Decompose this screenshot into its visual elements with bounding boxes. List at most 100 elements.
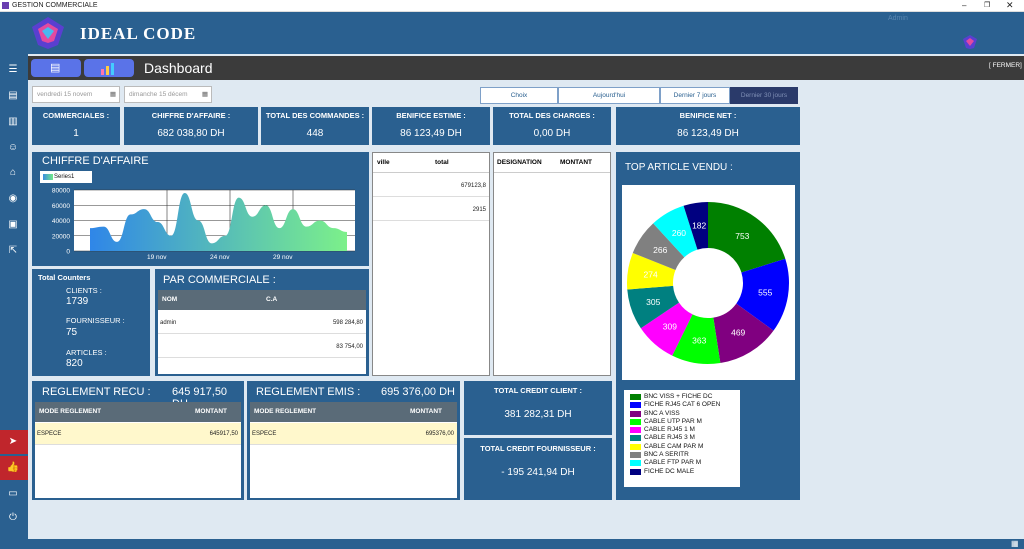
legend-label: Series1: [54, 174, 75, 180]
users-icon[interactable]: ☺: [7, 142, 19, 153]
legend-item: CABLE UTP PAR M: [624, 418, 740, 426]
close-icon[interactable]: ✕: [1006, 0, 1014, 10]
pie-legend: BNC VISS + FICHE DC FICHE RJ45 CAT 6 OPEN…: [624, 390, 740, 487]
legend-swatch: [630, 452, 641, 459]
window-titlebar: GESTION COMMERCIALE – ❐ ✕: [0, 0, 1024, 12]
legend-swatch: [630, 394, 641, 400]
slice-label: 363: [692, 335, 706, 345]
pie-slice[interactable]: [683, 202, 708, 250]
bank-icon[interactable]: ⌂: [9, 167, 17, 178]
filter-30-days[interactable]: Dernier 30 jours: [730, 87, 798, 104]
clients-label: CLIENTS :: [66, 286, 102, 295]
legend-label: FICHE RJ45 CAT 6 OPEN: [644, 401, 721, 409]
reglement-emis-table: MODE REGLEMENT MONTANT ESPECE 695376,00: [250, 402, 457, 498]
articles-count: 820: [66, 358, 83, 369]
app-icon: [2, 2, 9, 9]
list-button[interactable]: ▤: [31, 59, 81, 77]
slice-label: 555: [758, 287, 772, 297]
table-row[interactable]: 2915: [373, 199, 489, 221]
stat-label: TOTAL DES COMMANDES :: [265, 111, 365, 120]
legend-label: CABLE RJ45 1 M: [644, 426, 695, 434]
table-header: MODE REGLEMENT MONTANT: [250, 402, 457, 422]
pie-slice[interactable]: [627, 252, 676, 290]
slice-label: 182: [692, 221, 706, 231]
user-name[interactable]: Admin: [888, 15, 908, 22]
slice-label: 309: [663, 322, 677, 332]
legend-item: CABLE RJ45 1 M: [624, 426, 740, 434]
date-from-picker[interactable]: vendredi 15 novem ▦: [32, 86, 120, 103]
filter-7-days[interactable]: Dernier 7 jours: [660, 87, 730, 104]
export-icon[interactable]: ⇱: [8, 245, 18, 256]
folder-icon[interactable]: ▣: [8, 219, 18, 230]
stat-card-chiffre: CHIFFRE D'AFFAIRE : 682 038,80 DH: [124, 107, 258, 145]
like-button[interactable]: 👍: [0, 456, 28, 480]
stat-label: CHIFFRE D'AFFAIRE :: [151, 111, 231, 120]
panel-title: TOP ARTICLE VENDU :: [625, 162, 733, 173]
minimize-icon[interactable]: –: [962, 1, 967, 10]
col-montant: MONTANT: [195, 408, 228, 415]
legend-label: CABLE UTP PAR M: [644, 417, 702, 425]
power-icon[interactable]: ⏻: [9, 512, 17, 523]
cell-ca: 598 284,80: [332, 320, 363, 326]
book-icon[interactable]: ▥: [8, 116, 18, 127]
table-row[interactable]: 679123,8: [373, 175, 489, 197]
legend-swatch: [43, 174, 53, 180]
date-to-value: dimanche 15 décem: [129, 91, 188, 98]
pie-slice[interactable]: [736, 258, 789, 331]
close-link[interactable]: [ FERMER]: [989, 62, 1022, 69]
pie-slice[interactable]: [713, 303, 774, 364]
legend-swatch: [630, 402, 641, 409]
filter-today[interactable]: Aujourd'hui: [558, 87, 660, 104]
cell-nom: admin: [160, 320, 177, 326]
slice-label: 274: [644, 269, 658, 279]
calendar-icon: ▦: [109, 91, 116, 98]
menu-icon[interactable]: ☰: [8, 64, 18, 75]
legend-item: BNC A VISS: [624, 410, 740, 418]
slice-label: 753: [735, 231, 749, 241]
col-montant: MONTANT: [560, 159, 593, 166]
articles-label: ARTICLES :: [66, 348, 107, 357]
panel-title: PAR COMMERCIALE :: [163, 274, 276, 286]
table-header: MODE REGLEMENT MONTANT: [35, 402, 241, 422]
filter-choix[interactable]: Choix: [480, 87, 558, 104]
document-icon[interactable]: ▤: [8, 90, 18, 101]
col-designation: DESIGNATION: [497, 159, 542, 166]
cell-mode: ESPECE: [37, 431, 62, 437]
cell-mode: ESPECE: [252, 431, 277, 437]
table-row[interactable]: ESPECE 695376,00: [250, 423, 457, 445]
pie-slice[interactable]: [653, 205, 698, 258]
cell-total: 679123,8: [460, 183, 486, 189]
table-row[interactable]: 83 754,00: [158, 336, 366, 358]
chrome-icon[interactable]: ◉: [8, 193, 18, 204]
pie-slice[interactable]: [632, 223, 685, 271]
stat-value: 448: [306, 128, 324, 139]
x-tick-label: 29 nov: [273, 254, 293, 261]
credit-value: 381 282,31 DH: [504, 409, 572, 420]
maximize-icon[interactable]: ❐: [984, 2, 991, 9]
total-counters-panel: Total Counters CLIENTS : 1739 FOURNISSEU…: [32, 269, 150, 376]
legend-item: BNC VISS + FICHE DC: [624, 393, 740, 401]
y-tick-label: 80000: [52, 188, 70, 195]
date-to-picker[interactable]: dimanche 15 décem ▦: [124, 86, 212, 103]
pie-slice[interactable]: [672, 314, 721, 364]
cell-total: 2915: [472, 207, 486, 213]
table-row[interactable]: admin 598 284,80: [158, 312, 366, 334]
credit-client-panel: TOTAL CREDIT CLIENT : 381 282,31 DH: [464, 381, 612, 435]
user-logo-icon[interactable]: [962, 34, 978, 50]
panel-title: REGLEMENT RECU :: [42, 386, 151, 398]
pie-slice[interactable]: [627, 285, 679, 329]
stat-label: BENIFICE ESTIME :: [396, 111, 466, 120]
legend-label: CABLE FTP PAR M: [644, 459, 702, 467]
fournisseur-label: FOURNISSEUR :: [66, 316, 125, 325]
table-row[interactable]: ESPECE 645917,50: [35, 423, 241, 445]
stat-card-commerciales: COMMERCIALES : 1: [32, 107, 120, 145]
pie-slice[interactable]: [640, 302, 693, 356]
pie-slice[interactable]: [708, 202, 786, 273]
send-button[interactable]: ➤: [0, 430, 28, 454]
legend-item: CABLE FTP PAR M: [624, 459, 740, 467]
chart-button[interactable]: [84, 59, 134, 77]
chart-legend: Series1: [40, 171, 92, 183]
monitor-icon[interactable]: ▭: [8, 488, 18, 499]
fournisseur-count: 75: [66, 327, 78, 338]
panel-title: Total Counters: [38, 273, 91, 282]
